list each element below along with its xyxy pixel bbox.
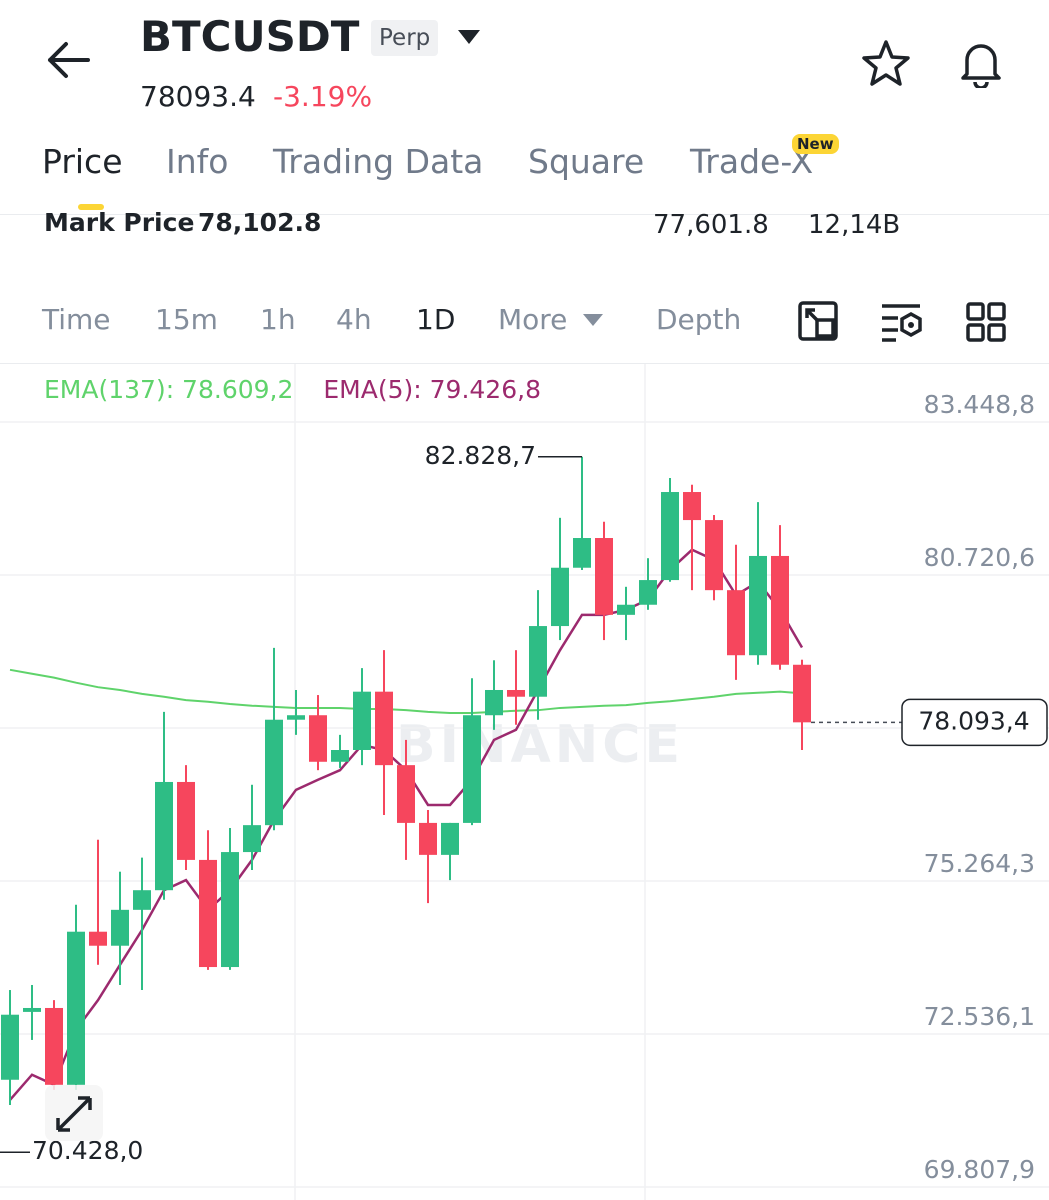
price-change: -3.19% — [273, 80, 373, 113]
interval[interactable]: More — [498, 303, 568, 336]
interval[interactable]: 1D — [416, 303, 456, 336]
tab[interactable]: Info — [166, 142, 229, 181]
candle-body — [771, 555, 789, 665]
low-label: 70.428,0 — [32, 1136, 143, 1165]
candle-body — [199, 859, 217, 968]
last-price: 78093.4 — [140, 80, 256, 113]
more-arrow — [583, 314, 603, 326]
candle-body — [309, 715, 327, 762]
candle-body — [89, 931, 107, 946]
candle-body — [661, 492, 679, 581]
candle-body — [397, 765, 415, 823]
interval[interactable]: Time — [42, 303, 111, 336]
layout-icon[interactable] — [966, 302, 1006, 342]
candle-body — [793, 664, 811, 723]
candle-body — [353, 691, 371, 751]
candle-body — [595, 538, 613, 615]
back-button[interactable] — [44, 40, 92, 80]
mark-value: 78,102.8 — [198, 208, 322, 237]
high-label: 82.828,7 — [425, 441, 536, 470]
candle-body — [23, 1007, 41, 1012]
divider — [0, 363, 1049, 364]
chart-tool-icon[interactable] — [797, 300, 839, 342]
favorite[interactable] — [860, 38, 912, 88]
tab[interactable]: Price — [42, 142, 123, 181]
candle-body — [45, 1007, 63, 1085]
ema-line — [9, 668, 803, 714]
candle-body — [331, 750, 349, 762]
candle-body — [639, 580, 657, 605]
candle-body — [551, 567, 569, 627]
notifications[interactable] — [955, 36, 1007, 88]
candle-body — [375, 691, 393, 766]
candle-body — [133, 890, 151, 910]
candle-body — [617, 604, 635, 615]
candle-body — [265, 719, 283, 826]
candle-body — [749, 555, 767, 656]
candle-body — [67, 931, 85, 1085]
candle-body — [1, 1014, 19, 1080]
candle-body — [419, 822, 437, 855]
candle-body — [287, 715, 305, 720]
interval[interactable]: 1h — [260, 303, 296, 336]
candle-body — [221, 852, 239, 968]
divider — [0, 214, 1049, 215]
interval[interactable]: Depth — [656, 303, 742, 336]
candle-body — [243, 825, 261, 853]
candle-body — [155, 781, 173, 891]
y-tick-label: 80.720,6 — [924, 543, 1035, 572]
candle-body — [705, 520, 723, 591]
watermark: BINANCE — [396, 715, 684, 775]
tab[interactable]: Square — [528, 142, 645, 181]
settings-icon[interactable] — [880, 300, 924, 342]
symbol: BTCUSDT — [140, 12, 360, 61]
y-tick-label: 69.807,9 — [924, 1155, 1035, 1184]
last-price-label: 78.093,4 — [918, 706, 1029, 735]
y-tick-label: 83.448,8 — [924, 390, 1035, 419]
interval[interactable]: 15m — [155, 303, 218, 336]
stat-value: 77,601.8 — [653, 210, 769, 240]
y-tick-label: 75.264,3 — [924, 849, 1035, 878]
tab-indicator — [78, 204, 104, 210]
dropdown[interactable] — [456, 28, 482, 46]
candle-body — [683, 492, 701, 521]
last-price-box — [901, 698, 1048, 747]
mark-label: Mark Price — [44, 208, 195, 237]
candle-body — [111, 909, 129, 946]
candle-body — [507, 689, 525, 697]
stat-value: 12,14B — [808, 210, 901, 240]
y-tick-label: 72.536,1 — [924, 1002, 1035, 1031]
interval[interactable]: 4h — [336, 303, 372, 336]
new-badge: New — [792, 134, 839, 154]
legend-entry: EMA(5): 79.426,8 — [323, 375, 541, 404]
candle-body — [727, 590, 745, 656]
candle-body — [529, 626, 547, 697]
badge: Perp — [371, 20, 439, 56]
tab[interactable]: Trading Data — [273, 142, 484, 181]
candle-body — [463, 715, 481, 823]
candle-body — [441, 822, 459, 855]
candle-body — [485, 689, 503, 716]
expand-icon — [56, 1096, 92, 1132]
legend-entry: EMA(137): 78.609,2 — [44, 375, 293, 404]
candle-body — [177, 781, 195, 860]
candle-body — [573, 538, 591, 568]
